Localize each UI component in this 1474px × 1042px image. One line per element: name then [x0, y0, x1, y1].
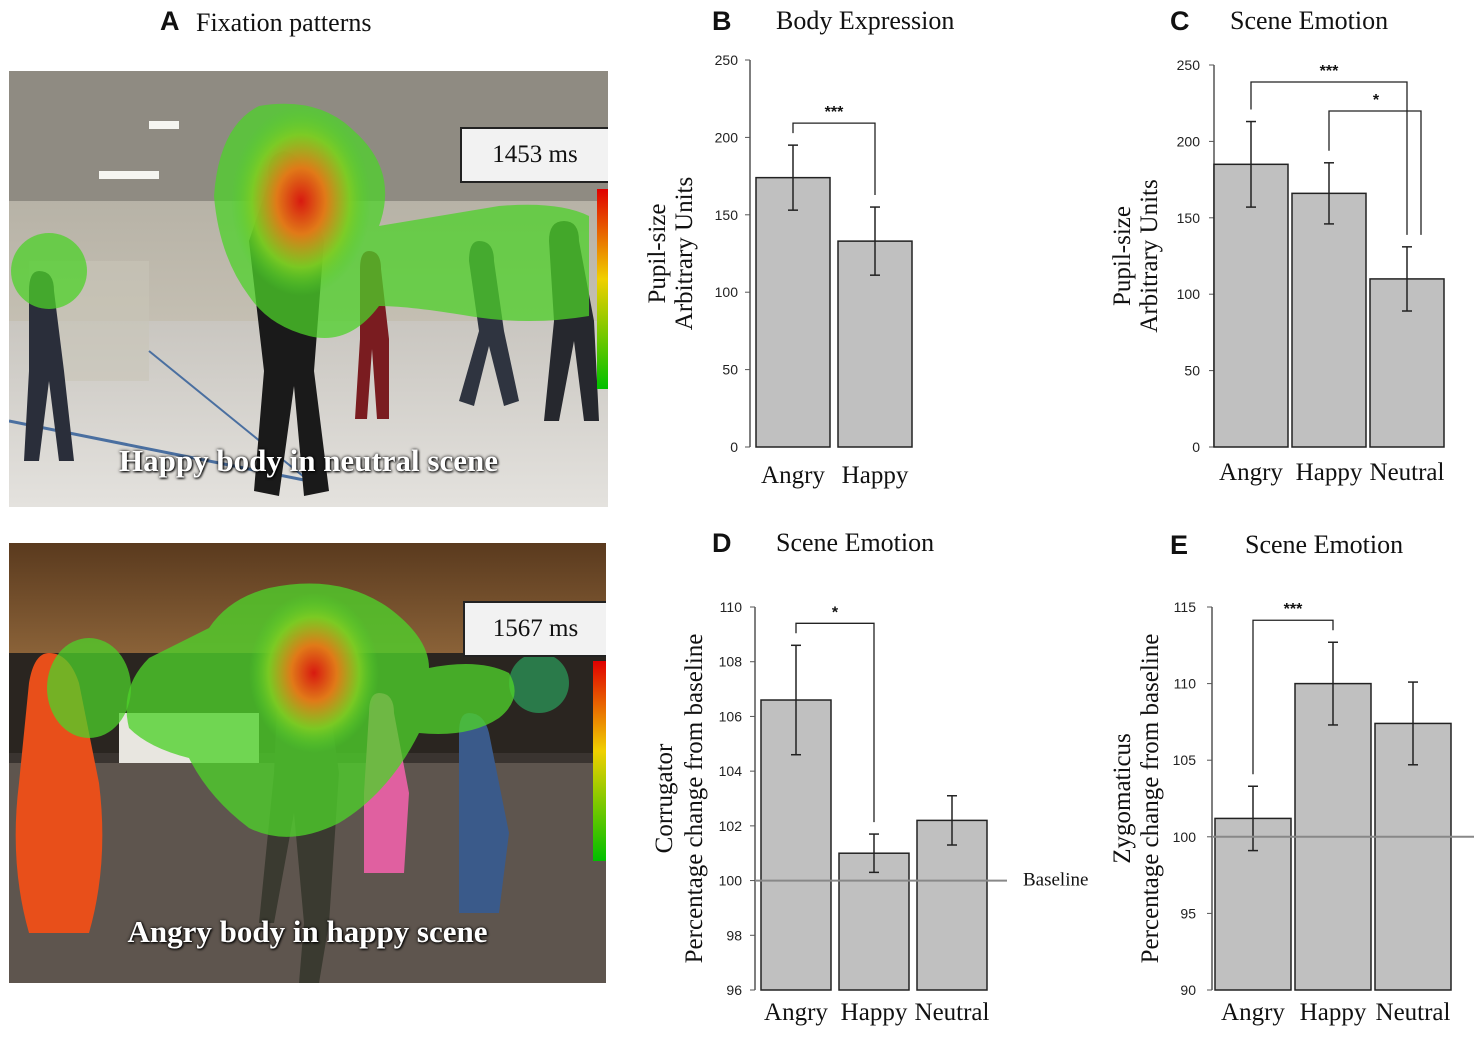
chart-scene-emotion-corrugator: 96 98 100 102 104 106 108 110 Corrugator Percenta…: [620, 560, 1090, 1037]
y-tick-label: 105: [1173, 752, 1197, 768]
x-category-label: Angry: [1219, 459, 1283, 486]
y-tick-label: 96: [726, 982, 742, 998]
y-tick-label: 50: [722, 362, 738, 378]
significance-label: *: [832, 604, 839, 621]
y-tick-label: 115: [1174, 599, 1197, 615]
y-tick-label: 110: [1174, 676, 1197, 692]
y-tick-label: 150: [1177, 210, 1201, 226]
chart-body-expression: 0 50 100 150 200 250 Pupil-size Arbitrary Units…: [620, 40, 960, 510]
image-caption: Angry body in happy scene: [127, 914, 488, 949]
bar-chart-d: 96 98 100 102 104 106 108 110 Corrugator Percenta…: [651, 599, 1088, 1026]
y-tick-label: 110: [720, 599, 743, 615]
y-axis-label: Pupil-size: [1109, 206, 1136, 306]
panel-c-letter: C: [1170, 6, 1190, 36]
bar-chart-c: 0 50 100 150 200 250 Pupil-size Arbitrary Units…: [1109, 57, 1445, 486]
panel-d-title: Scene Emotion: [776, 528, 935, 557]
y-axis-label: Pupil-size: [644, 204, 671, 304]
y-tick-label: 100: [719, 873, 743, 889]
y-tick-label: 200: [1177, 133, 1201, 149]
y-axis-label: Percentage change from baseline: [681, 634, 708, 964]
bar: [1291, 192, 1367, 448]
panel-b-letter: B: [712, 6, 732, 36]
y-axis-label: Arbitrary Units: [1136, 179, 1163, 332]
fixation-heatmap-image-top: 1453 ms Happy body in neutral scene: [9, 71, 608, 507]
bar: [916, 819, 988, 991]
x-category-label: Neutral: [1370, 459, 1445, 486]
y-tick-label: 90: [1180, 982, 1196, 998]
y-tick-label: 98: [726, 927, 742, 943]
significance-bracket: [795, 622, 875, 823]
significance-bracket: [792, 122, 876, 196]
x-category-label: Happy: [841, 999, 908, 1026]
panel-e-title: Scene Emotion: [1245, 530, 1404, 559]
significance-bracket: [1252, 619, 1334, 775]
x-category-label: Angry: [764, 999, 828, 1026]
x-category-label: Angry: [1221, 999, 1285, 1026]
x-category-label: Happy: [1296, 459, 1363, 486]
bar: [755, 176, 831, 448]
y-tick-label: 108: [719, 654, 743, 670]
bar-chart-e: 90 95 100 105 110 115 Zygomaticus Percentage ch…: [1109, 599, 1474, 1026]
bar-chart-b: 0 50 100 150 200 250 Pupil-size Arbitrary Units…: [644, 52, 913, 489]
y-tick-label: 100: [1177, 286, 1201, 302]
fixation-duration-box: 1453 ms: [460, 127, 608, 183]
significance-label: ***: [825, 104, 844, 121]
panel-b-title: Body Expression: [776, 6, 955, 35]
significance-label: ***: [1284, 601, 1303, 618]
significance-bracket: [1328, 110, 1422, 235]
bar: [760, 699, 832, 991]
panel-a-title: Fixation patterns: [196, 8, 372, 37]
x-category-label: Happy: [1300, 999, 1367, 1026]
y-tick-label: 250: [715, 52, 739, 68]
y-tick-label: 0: [1192, 439, 1200, 455]
significance-bracket: [1250, 81, 1408, 235]
y-tick-label: 250: [1177, 57, 1201, 73]
significance-label: ***: [1320, 63, 1339, 80]
y-tick-label: 100: [715, 284, 739, 300]
y-tick-label: 95: [1180, 905, 1196, 921]
x-category-label: Happy: [842, 462, 909, 489]
bar: [1213, 163, 1289, 448]
y-axis-label: Arbitrary Units: [671, 177, 698, 330]
panel-a-letter: A: [160, 6, 180, 36]
image-caption: Happy body in neutral scene: [119, 443, 498, 478]
chart-scene-emotion-pupil: 0 50 100 150 200 250 Pupil-size Arbitrary Units…: [1090, 40, 1474, 510]
chart-scene-emotion-zygomaticus: 90 95 100 105 110 115 Zygomaticus Percentage ch…: [1090, 560, 1474, 1037]
y-tick-label: 102: [719, 818, 743, 834]
y-axis-label: Zygomaticus: [1109, 733, 1136, 864]
y-axis-label: Percentage change from baseline: [1137, 634, 1164, 964]
panel-d-letter: D: [712, 528, 732, 558]
y-tick-label: 150: [715, 207, 739, 223]
fixation-duration-box: 1567 ms: [463, 601, 606, 657]
y-axis-label: Corrugator: [651, 743, 678, 853]
bar: [1374, 722, 1452, 991]
panel-c-title: Scene Emotion: [1230, 6, 1389, 35]
x-category-label: Neutral: [1376, 999, 1451, 1026]
y-tick-label: 100: [1173, 829, 1197, 845]
bar: [838, 852, 910, 991]
y-tick-label: 200: [715, 129, 739, 145]
y-tick-label: 0: [730, 439, 738, 455]
y-tick-label: 50: [1184, 363, 1200, 379]
baseline-label: Baseline: [1023, 870, 1088, 891]
x-category-label: Angry: [761, 462, 825, 489]
y-tick-label: 104: [719, 763, 743, 779]
fixation-heatmap-image-bottom: 1567 ms Angry body in happy scene: [9, 543, 606, 983]
x-category-label: Neutral: [915, 999, 990, 1026]
y-tick-label: 106: [719, 708, 743, 724]
significance-label: *: [1373, 92, 1380, 109]
panel-e-letter: E: [1170, 530, 1189, 560]
